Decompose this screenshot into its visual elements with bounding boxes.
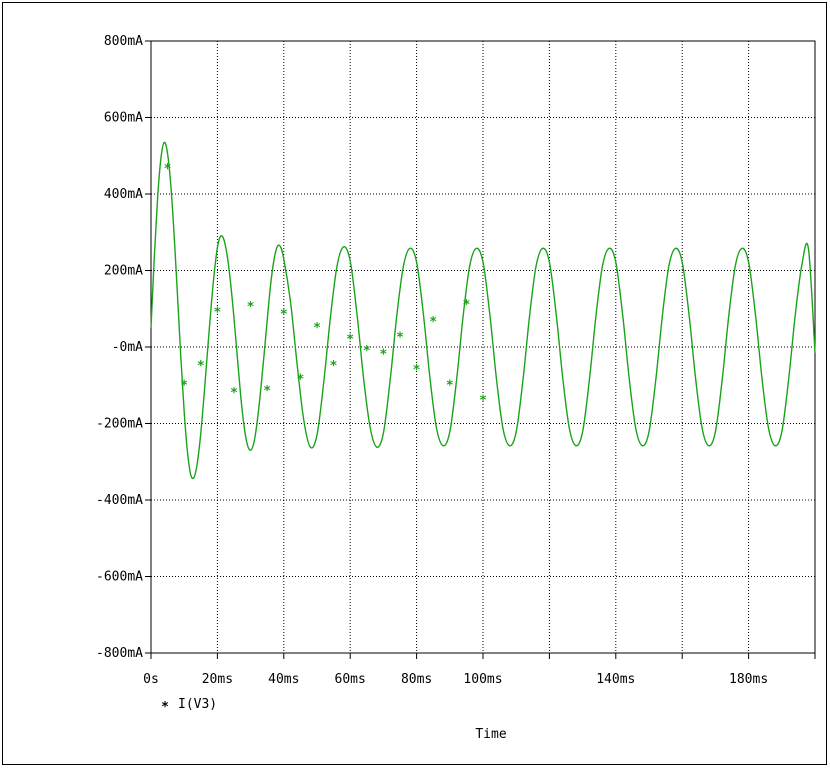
series-marker: *	[280, 308, 288, 323]
legend-marker-icon: *	[161, 700, 169, 715]
series-marker: *	[379, 348, 387, 363]
series-marker: *	[230, 386, 238, 401]
series-line-i-v3	[150, 141, 816, 480]
series-marker: *	[396, 331, 404, 346]
x-tick-label: 60ms	[335, 672, 366, 687]
y-tick-label: 800mA	[104, 34, 143, 49]
x-tick-label: 180ms	[729, 672, 768, 687]
y-tick-label: 600mA	[104, 111, 143, 126]
series-marker: *	[479, 394, 487, 409]
grid-lines	[151, 41, 815, 653]
x-tick-label: 40ms	[268, 672, 299, 687]
x-axis-ticks: 0s 20ms 40ms 60ms 80ms 100ms 140ms 180ms	[143, 653, 816, 687]
series-marker: *	[213, 306, 221, 321]
y-tick-label: 400mA	[104, 187, 143, 202]
y-tick-label: -400mA	[96, 493, 143, 508]
series-marker: *	[462, 298, 470, 313]
series-marker: *	[313, 321, 321, 336]
chart-svg: 800mA 600mA 400mA 200mA -0mA -200mA -400mA -600…	[96, 34, 816, 742]
series-marker: *	[247, 300, 255, 315]
x-tick-label: 20ms	[202, 672, 233, 687]
legend-label: I(V3)	[178, 697, 217, 712]
series-marker: *	[330, 359, 338, 374]
series-marker: *	[180, 378, 188, 393]
series-marker: *	[263, 384, 271, 399]
x-tick-label: 80ms	[401, 672, 432, 687]
series-marker: *	[363, 344, 371, 359]
x-axis-label: Time	[475, 727, 506, 742]
series-marker: *	[164, 162, 172, 177]
y-axis-ticks: 800mA 600mA 400mA 200mA -0mA -200mA -400mA -600…	[96, 34, 151, 661]
series-marker: *	[429, 315, 437, 330]
y-tick-label: -200mA	[96, 417, 143, 432]
legend: * I(V3)	[161, 697, 217, 715]
y-tick-label: 200mA	[104, 264, 143, 279]
series-markers: * * * * * * * * * * * * * * * * * * * *	[164, 162, 487, 408]
y-tick-label: -0mA	[112, 340, 143, 355]
series-marker: *	[296, 373, 304, 388]
x-tick-label: 140ms	[596, 672, 635, 687]
x-tick-label: 0s	[143, 672, 159, 687]
y-tick-label: -600mA	[96, 570, 143, 585]
y-tick-label: -800mA	[96, 646, 143, 661]
series-marker: *	[446, 378, 454, 393]
series-marker: *	[197, 359, 205, 374]
series-marker: *	[413, 363, 421, 378]
series-marker: *	[346, 332, 354, 347]
x-tick-label: 100ms	[463, 672, 502, 687]
